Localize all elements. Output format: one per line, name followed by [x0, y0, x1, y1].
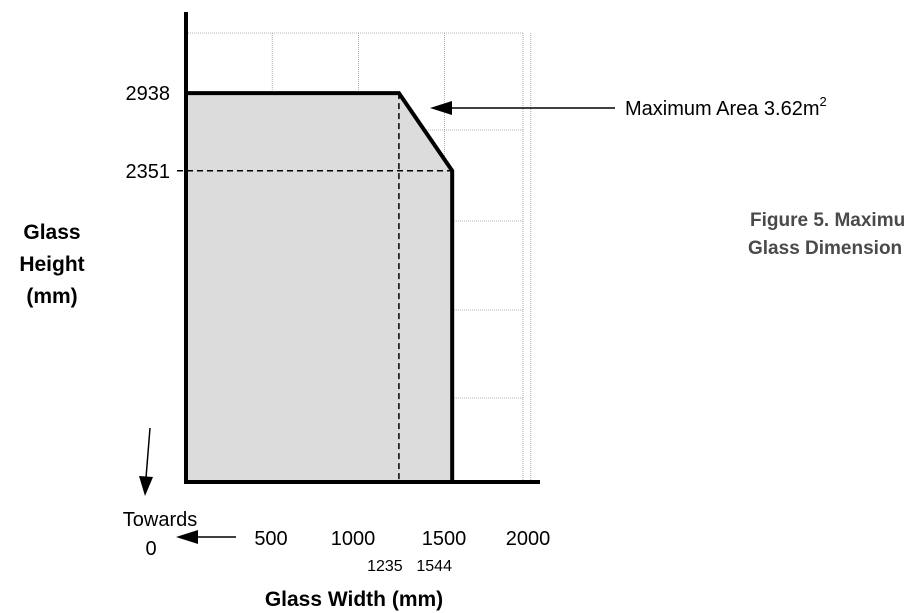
max-area-annotation: Maximum Area 3.62m2 — [625, 94, 827, 120]
towards-label-line-1: Towards — [123, 509, 197, 531]
y-axis-label-line-1: Glass — [23, 221, 80, 244]
x-sub-tick-label: 1544 — [416, 558, 452, 575]
maximum-area-fill — [186, 93, 453, 483]
reference-lines — [177, 93, 453, 482]
max-area-arrow-head — [430, 101, 452, 115]
y-tick-label: 2938 — [126, 83, 171, 105]
x-axis-label: Glass Width (mm) — [265, 588, 443, 611]
y-tick-label: 2351 — [126, 161, 171, 183]
x-sub-tick-label: 1235 — [367, 558, 403, 575]
y-axis-label-line-3: (mm) — [26, 285, 77, 308]
towards-down-arrow-line — [145, 427, 151, 479]
towards-label-line-2: 0 — [145, 538, 156, 560]
x-tick-label: 2000 — [506, 528, 551, 550]
max-area-text: Maximum Area 3.62m — [625, 98, 820, 120]
tick-labels: 500 1000 1500 2000 1235 1544 2938 2351 — [126, 83, 551, 575]
towards-down-arrow-head — [139, 476, 153, 496]
towards-left-arrow-head — [176, 530, 198, 544]
figure-caption-line-1: Figure 5. Maximu — [750, 210, 905, 231]
x-tick-label: 1500 — [422, 528, 467, 550]
y-axis-label-line-2: Height — [19, 253, 84, 276]
x-tick-label: 1000 — [331, 528, 376, 550]
max-area-superscript: 2 — [820, 94, 827, 109]
x-tick-label: 500 — [254, 528, 287, 550]
figure-caption-line-2: Glass Dimension — [748, 238, 902, 259]
